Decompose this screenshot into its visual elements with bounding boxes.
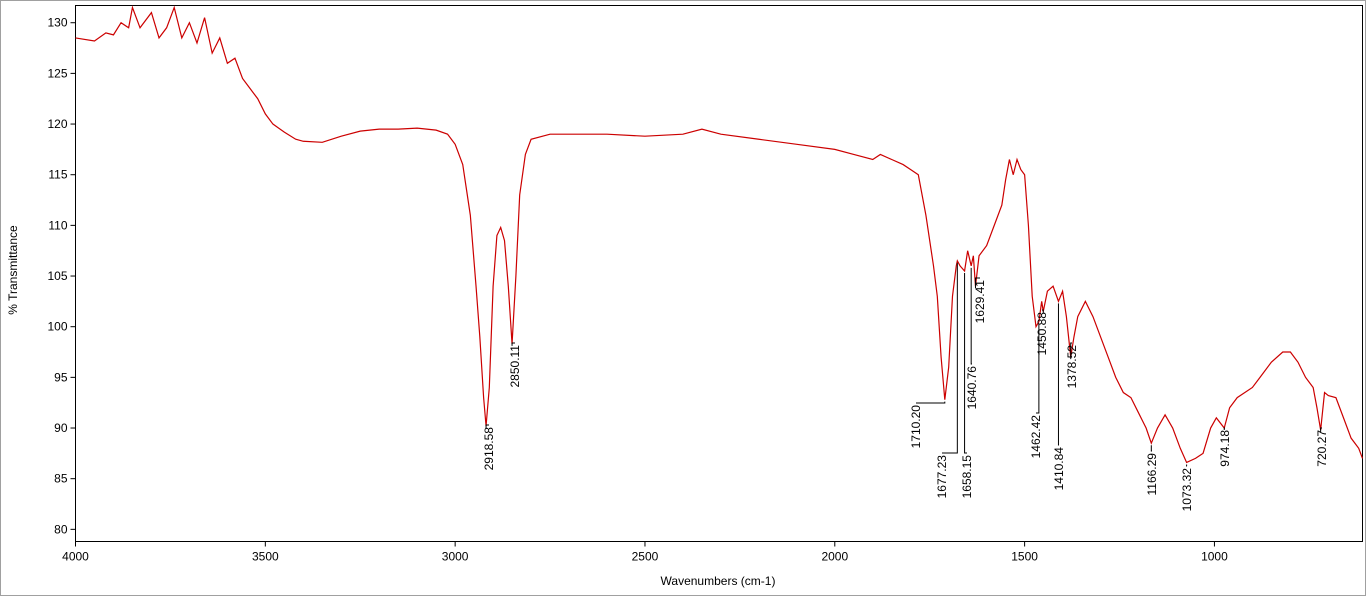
y-tick-label: 95 bbox=[54, 370, 68, 384]
y-tick-label: 85 bbox=[54, 472, 68, 486]
peak-leader bbox=[485, 424, 489, 428]
peak-label: 2850.11 bbox=[508, 345, 522, 388]
peak-leader bbox=[1057, 303, 1059, 446]
peak-label: 1710.20 bbox=[909, 405, 923, 449]
peak-leader bbox=[511, 342, 515, 346]
x-tick-label: 2000 bbox=[821, 550, 848, 564]
spectrum-line bbox=[75, 5, 1364, 464]
peak-leader bbox=[916, 401, 946, 404]
x-tick-label: 1500 bbox=[1011, 550, 1038, 564]
x-tick-label: 3000 bbox=[442, 550, 469, 564]
x-tick-label: 3500 bbox=[252, 550, 279, 564]
y-tick-label: 90 bbox=[54, 421, 68, 435]
peak-label: 720.27 bbox=[1315, 430, 1329, 467]
y-tick-label: 100 bbox=[47, 320, 67, 334]
peak-leader bbox=[1070, 342, 1072, 360]
peak-label: 1640.76 bbox=[965, 366, 979, 410]
peak-label: 1629.41 bbox=[973, 280, 987, 324]
peak-label: 2918.58 bbox=[482, 427, 496, 471]
peak-label: 974.18 bbox=[1218, 430, 1232, 467]
peak-label: 1658.15 bbox=[960, 455, 974, 499]
peak-label: 1073.32 bbox=[1180, 468, 1194, 512]
plot-frame bbox=[75, 5, 1363, 542]
y-tick-label: 120 bbox=[47, 117, 67, 131]
y-tick-label: 125 bbox=[47, 66, 67, 80]
y-tick-label: 130 bbox=[47, 16, 67, 30]
x-tick-label: 2500 bbox=[632, 550, 659, 564]
x-tick-label: 4000 bbox=[62, 550, 89, 564]
peak-leader bbox=[974, 277, 980, 289]
peak-label: 1677.23 bbox=[935, 455, 949, 499]
peak-leader bbox=[1320, 427, 1322, 433]
y-tick-label: 105 bbox=[47, 269, 67, 283]
peak-leader bbox=[1036, 323, 1040, 414]
x-axis-label: Wavenumbers (cm-1) bbox=[661, 574, 776, 588]
peak-label: 1450.88 bbox=[1035, 312, 1049, 356]
peak-label: 1410.84 bbox=[1052, 447, 1066, 491]
peak-leader bbox=[1042, 309, 1044, 314]
peak-leader bbox=[1150, 445, 1152, 452]
peak-label: 1462.42 bbox=[1029, 415, 1043, 459]
peak-leader bbox=[1223, 427, 1225, 431]
y-tick-label: 110 bbox=[48, 218, 67, 232]
peak-label: 1166.29 bbox=[1145, 453, 1159, 496]
x-tick-label: 1000 bbox=[1201, 550, 1228, 564]
peak-leader bbox=[942, 262, 958, 454]
peak-leader bbox=[970, 267, 972, 365]
peak-label: 1378.52 bbox=[1065, 345, 1079, 389]
y-axis-label: % Transmittance bbox=[6, 225, 20, 315]
peak-leader bbox=[964, 272, 967, 454]
y-tick-label: 115 bbox=[48, 168, 67, 182]
y-tick-label: 80 bbox=[54, 522, 68, 536]
